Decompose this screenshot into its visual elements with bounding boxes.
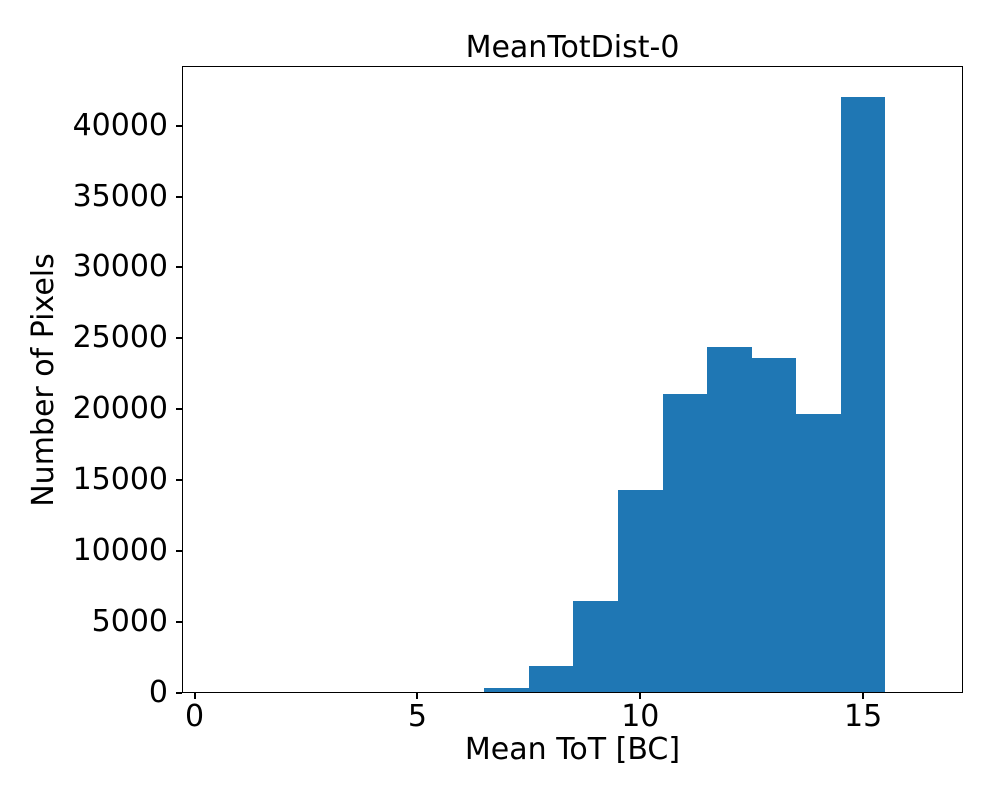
y-tick-mark	[176, 337, 182, 340]
histogram-bar	[484, 688, 529, 693]
y-tick-mark	[176, 479, 182, 482]
x-tick-mark	[862, 693, 865, 699]
histogram-bar	[840, 97, 886, 693]
chart-title: MeanTotDist-0	[465, 30, 680, 65]
x-tick-label: 10	[621, 699, 660, 734]
y-tick-mark	[176, 408, 182, 411]
y-tick-label: 0	[148, 675, 168, 710]
y-tick-label: 10000	[72, 533, 168, 569]
y-tick-mark	[176, 124, 182, 127]
x-tick-label: 15	[844, 699, 883, 734]
x-tick-mark	[416, 693, 419, 699]
histogram-bar	[796, 413, 841, 693]
x-tick-label: 0	[184, 699, 205, 734]
y-tick-label: 20000	[72, 391, 168, 427]
histogram-bar	[528, 666, 574, 693]
y-tick-mark	[176, 266, 182, 269]
y-tick-mark	[176, 692, 182, 694]
y-tick-label: 30000	[72, 249, 168, 285]
histogram-bar	[751, 358, 797, 693]
histogram-bar	[618, 490, 663, 693]
y-tick-label: 35000	[72, 178, 168, 214]
y-tick-mark	[176, 550, 182, 553]
y-tick-mark	[176, 621, 182, 624]
x-tick-mark	[193, 693, 196, 699]
histogram-bar	[662, 393, 708, 693]
y-tick-label: 40000	[72, 107, 168, 143]
plot-area	[182, 66, 963, 693]
y-axis-label: Number of Pixels	[26, 253, 61, 507]
histogram-bar	[707, 346, 752, 693]
x-tick-mark	[639, 693, 642, 699]
y-tick-label: 25000	[72, 320, 168, 356]
y-tick-label: 15000	[72, 462, 168, 498]
x-tick-label: 5	[407, 699, 427, 734]
histogram-bar	[573, 600, 618, 693]
y-tick-mark	[176, 195, 182, 198]
x-axis-label: Mean ToT [BC]	[464, 732, 681, 767]
y-tick-label: 5000	[91, 604, 168, 640]
